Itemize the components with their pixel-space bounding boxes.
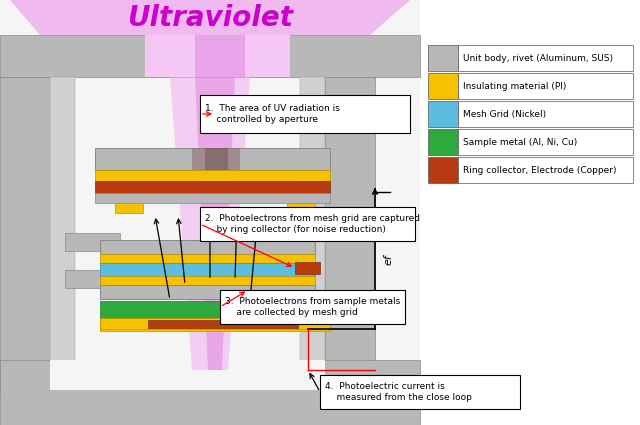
Bar xyxy=(458,101,633,127)
Bar xyxy=(100,318,330,329)
Bar xyxy=(0,35,420,77)
Bar xyxy=(95,181,330,193)
Bar xyxy=(100,240,315,254)
Bar xyxy=(100,318,330,331)
Bar xyxy=(95,193,330,203)
Bar xyxy=(428,73,458,99)
Polygon shape xyxy=(195,35,245,77)
Bar xyxy=(428,157,458,183)
Bar xyxy=(0,77,50,392)
Polygon shape xyxy=(10,0,410,35)
Bar xyxy=(100,301,290,319)
Bar xyxy=(295,262,320,274)
Bar xyxy=(255,233,310,251)
Bar xyxy=(100,285,315,299)
FancyBboxPatch shape xyxy=(200,95,410,133)
Bar xyxy=(255,270,310,288)
Bar xyxy=(428,45,458,71)
Text: 1.  The area of UV radiation is
    controlled by aperture: 1. The area of UV radiation is controlle… xyxy=(205,104,340,124)
Text: Unit body, rivet (Aluminum, SUS): Unit body, rivet (Aluminum, SUS) xyxy=(463,54,613,62)
Polygon shape xyxy=(192,148,240,170)
Text: 3.  Photoelectrons from sample metals
    are collected by mesh grid: 3. Photoelectrons from sample metals are… xyxy=(225,298,400,317)
Text: Ring collector, Electrode (Copper): Ring collector, Electrode (Copper) xyxy=(463,165,616,175)
Bar xyxy=(458,129,633,155)
Text: 2.  Photoelectrons from mesh grid are captured
    by ring collector (for noise : 2. Photoelectrons from mesh grid are cap… xyxy=(205,214,420,234)
Text: Sample metal (Al, Ni, Cu): Sample metal (Al, Ni, Cu) xyxy=(463,138,577,147)
Bar xyxy=(145,35,290,77)
Polygon shape xyxy=(205,148,228,170)
Bar xyxy=(100,263,315,276)
Bar xyxy=(100,254,315,263)
Bar xyxy=(50,360,325,390)
Polygon shape xyxy=(170,77,250,370)
Bar xyxy=(65,270,120,288)
Bar xyxy=(95,148,330,170)
FancyBboxPatch shape xyxy=(320,375,520,409)
Bar xyxy=(95,170,330,181)
Bar xyxy=(428,101,458,127)
Text: Mesh Grid (Nickel): Mesh Grid (Nickel) xyxy=(463,110,546,119)
FancyBboxPatch shape xyxy=(200,207,415,241)
Bar xyxy=(287,203,315,213)
Text: Insulating material (PI): Insulating material (PI) xyxy=(463,82,566,91)
Text: ef: ef xyxy=(383,255,393,265)
Bar xyxy=(148,320,298,328)
Bar xyxy=(115,203,143,213)
Bar xyxy=(300,77,325,392)
Bar xyxy=(0,0,420,425)
Bar xyxy=(65,233,120,251)
Polygon shape xyxy=(145,35,290,77)
Bar xyxy=(0,360,420,425)
Polygon shape xyxy=(195,77,235,370)
Bar xyxy=(50,77,75,392)
Bar xyxy=(428,129,458,155)
Bar xyxy=(325,77,375,392)
Bar xyxy=(458,73,633,99)
Text: 4.  Photoelectric current is
    measured from the close loop: 4. Photoelectric current is measured fro… xyxy=(325,382,472,402)
Bar xyxy=(458,45,633,71)
Bar xyxy=(458,157,633,183)
FancyBboxPatch shape xyxy=(220,290,405,324)
Text: Ultraviolet: Ultraviolet xyxy=(127,4,293,32)
Bar xyxy=(100,276,315,285)
